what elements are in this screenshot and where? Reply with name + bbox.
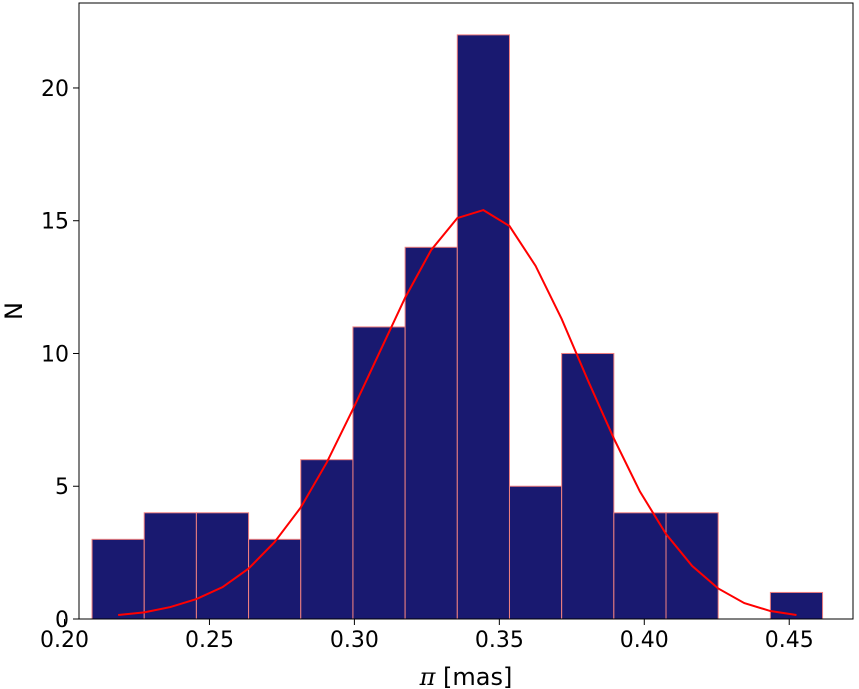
x-axis-label: π [mas] — [419, 663, 513, 689]
y-tick-label: 0 — [55, 608, 69, 633]
x-axis-ticks: 0.20 0.25 0.30 0.35 0.40 0.45 — [40, 619, 814, 653]
x-tick-label: 0.35 — [475, 628, 524, 653]
histogram-bars — [91, 34, 824, 620]
histogram-bar — [561, 352, 615, 620]
histogram-bar — [91, 538, 145, 620]
histogram-bar — [300, 459, 354, 620]
y-tick-label: 5 — [55, 475, 69, 500]
x-axis-label-unit: [mas] — [443, 663, 512, 689]
x-tick-label: 0.45 — [765, 628, 814, 653]
histogram-bar — [248, 538, 302, 620]
fit-curve-line — [118, 209, 797, 617]
y-axis-label: N — [0, 302, 28, 320]
x-tick-label: 0.25 — [185, 628, 234, 653]
histogram-bar — [613, 512, 667, 620]
y-axis-ticks: 0 5 10 15 20 — [41, 77, 79, 633]
histogram-bar — [508, 485, 563, 620]
y-tick-label: 20 — [41, 77, 69, 102]
histogram-bar — [404, 246, 458, 620]
plot-frame — [78, 2, 854, 620]
histogram-bar — [195, 512, 250, 620]
histogram-bar — [456, 34, 510, 620]
x-tick-label: 0.20 — [40, 628, 89, 653]
histogram-bar — [352, 326, 406, 620]
x-tick-label: 0.40 — [620, 628, 669, 653]
x-axis-label-symbol: π — [419, 663, 437, 689]
y-tick-label: 10 — [41, 342, 69, 367]
histogram-bar — [143, 512, 197, 620]
x-tick-label: 0.30 — [330, 628, 379, 653]
y-tick-label: 15 — [41, 210, 69, 235]
x-axis-label-space — [435, 663, 443, 689]
fit-curve-group — [118, 209, 797, 617]
